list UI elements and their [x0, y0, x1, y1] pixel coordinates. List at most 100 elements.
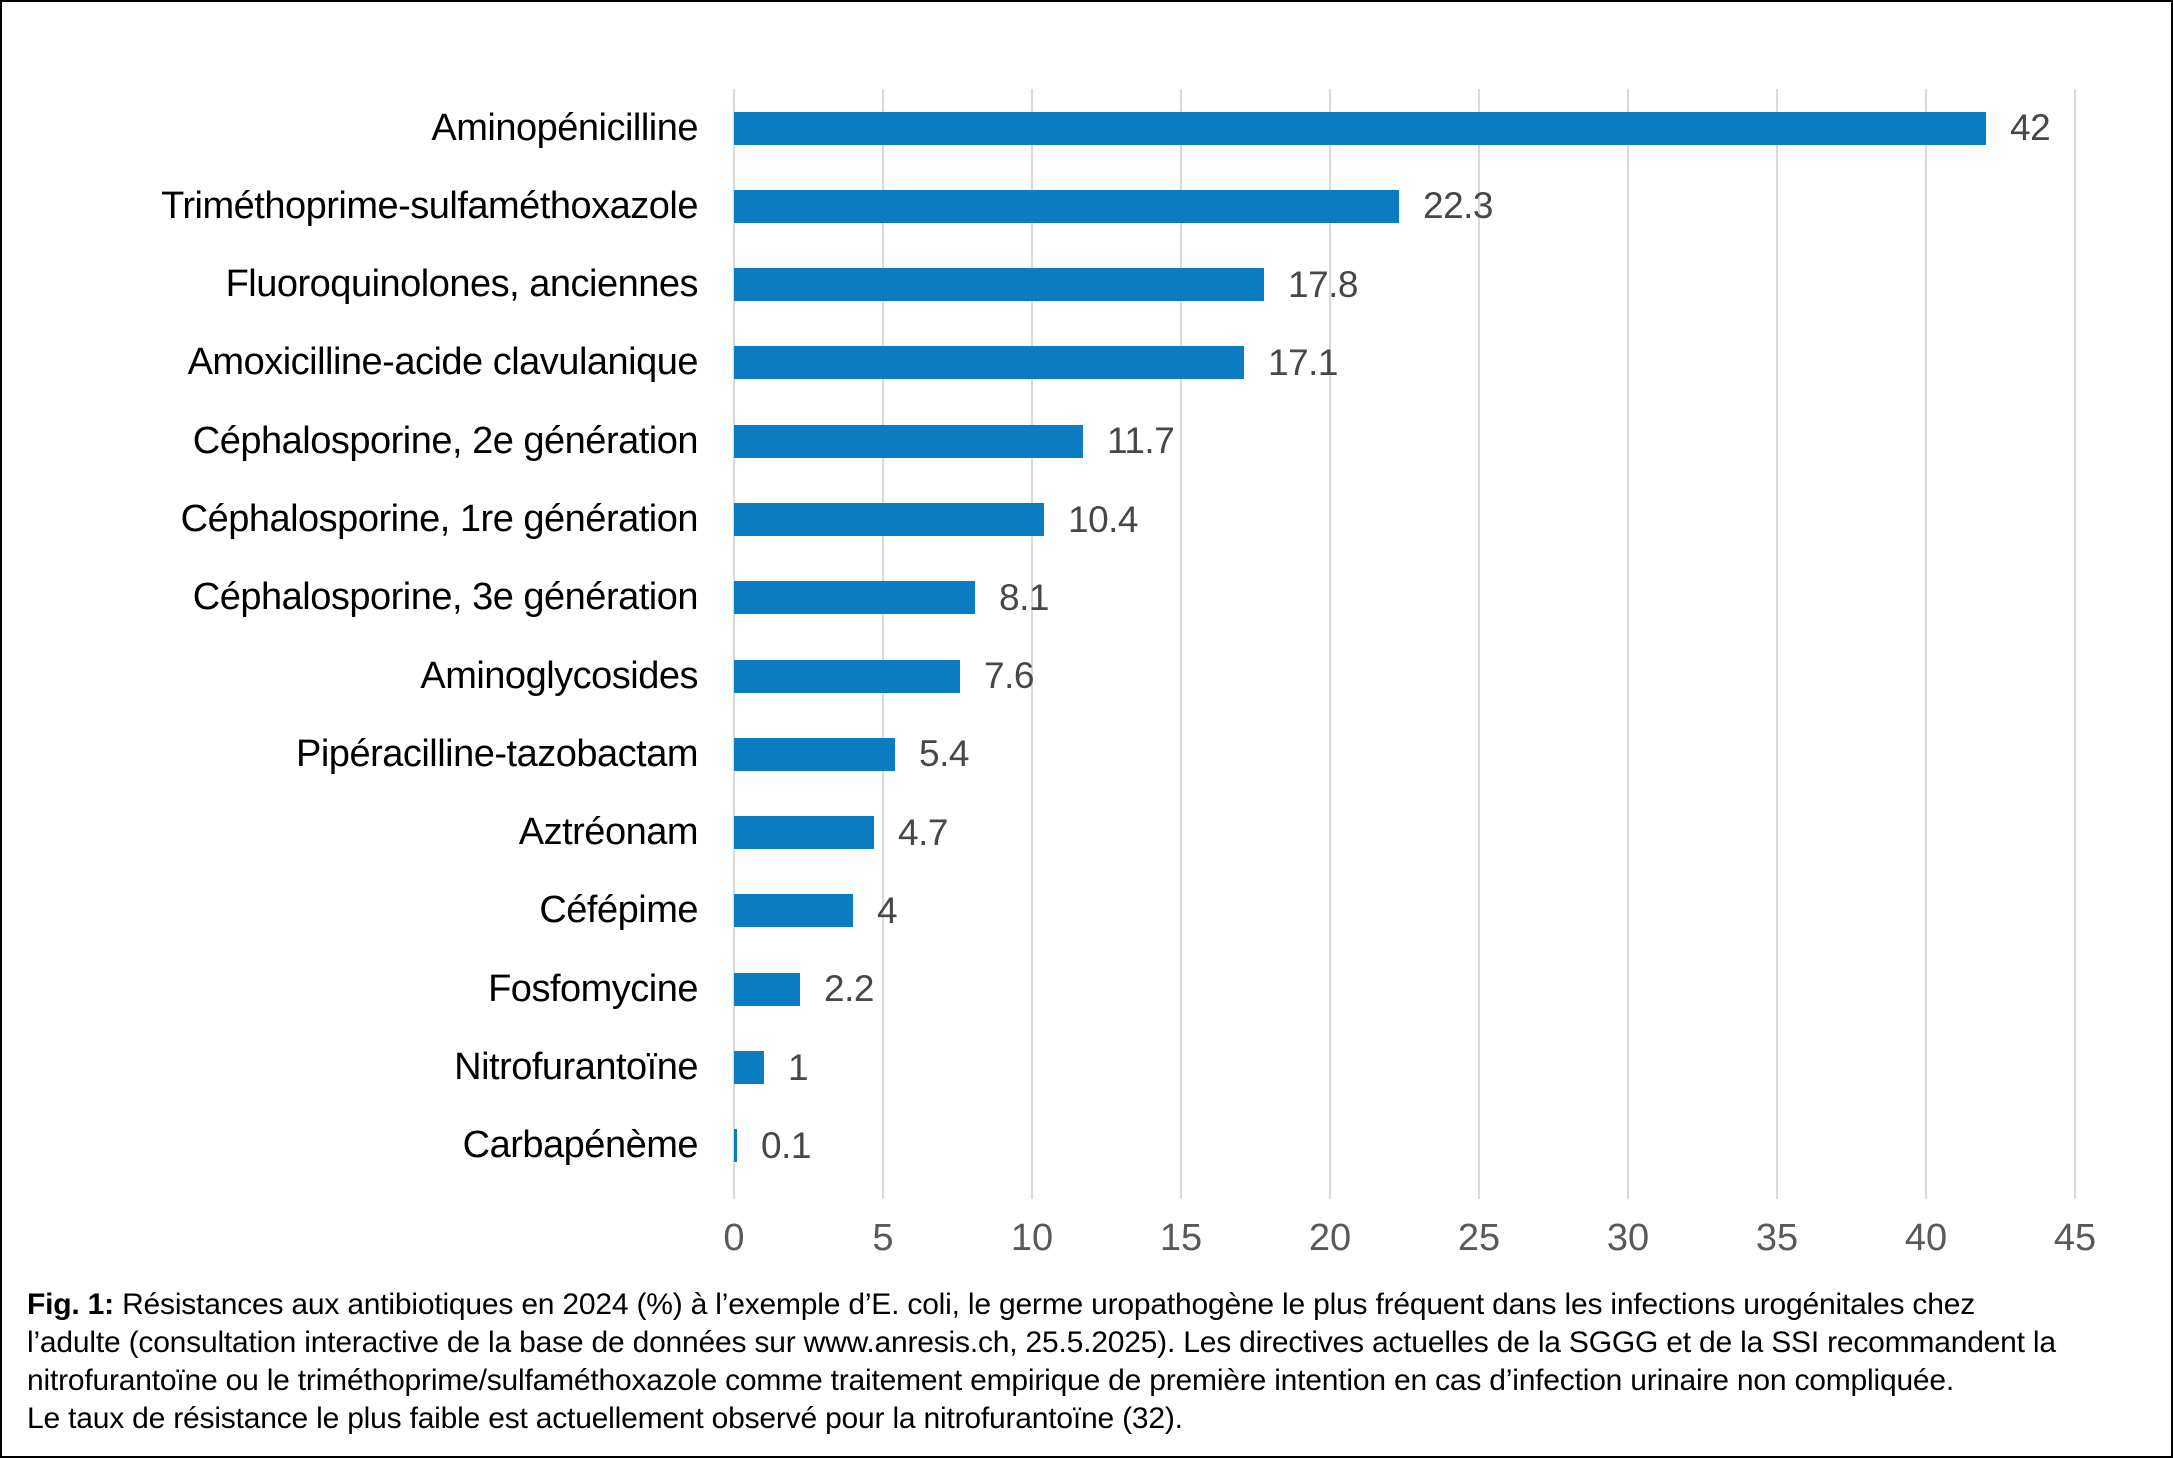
caption-text: Résistances aux antibiotiques en 2024 (%…	[122, 1288, 1976, 1321]
x-tick-label-45: 45	[2053, 1217, 2097, 1259]
figure-caption: Fig. 1: Résistances aux antibiotiques en…	[27, 1286, 2136, 1438]
bar-area: 2.2	[734, 950, 2171, 1028]
bar-area: 4	[734, 872, 2171, 950]
bar-8	[734, 737, 895, 771]
chart-row: Fosfomycine 2.2	[2, 950, 2171, 1028]
x-tick-label-0: 0	[723, 1217, 745, 1259]
chart-plot-area: Aminopénicilline 42 Triméthoprime-sulfamét…	[2, 89, 2171, 1185]
caption-line: nitrofurantoïne ou le triméthoprime/sulf…	[27, 1364, 1955, 1397]
gridline-x-45	[2074, 89, 2076, 1199]
chart-row: Aztréonam 4.7	[2, 794, 2171, 872]
gridline-x-10	[1031, 89, 1033, 1199]
category-label: Triméthoprime-sulfaméthoxazole	[161, 184, 698, 227]
bar-area: 7.6	[734, 637, 2171, 715]
gridline-x-15	[1180, 89, 1182, 1199]
value-label: 42	[2010, 107, 2051, 149]
caption-figure-label: Fig. 1:	[27, 1288, 114, 1321]
value-label: 5.4	[919, 733, 969, 775]
bar-area: 17.8	[734, 246, 2171, 324]
gridline-x-25	[1478, 89, 1480, 1199]
bar-9	[734, 816, 874, 850]
bar-13	[734, 1129, 737, 1163]
bar-12	[734, 1051, 764, 1085]
chart-gridlines	[733, 89, 2076, 1199]
value-label: 17.1	[1268, 341, 1339, 383]
gridline-x-5	[882, 89, 884, 1199]
category-label: Carbapénème	[462, 1124, 699, 1167]
category-label: Pipéracilline-tazobactam	[296, 732, 698, 775]
chart-row: Aminopénicilline 42	[2, 89, 2171, 167]
category-label: Céphalosporine, 3e génération	[192, 576, 699, 619]
x-tick-label-35: 35	[1755, 1217, 1799, 1259]
bar-area: 17.1	[734, 324, 2171, 402]
chart-row: Amoxicilline-acide clavulanique 17.1	[2, 324, 2171, 402]
gridline-x-20	[1329, 89, 1331, 1199]
value-label: 1	[788, 1046, 809, 1088]
bar-0	[734, 111, 1986, 145]
bar-area: 8.1	[734, 559, 2171, 637]
category-label: Céfépime	[539, 889, 698, 932]
value-label: 4.7	[898, 811, 948, 853]
caption-line: l’adulte (consultation interactive de la…	[27, 1326, 2056, 1359]
chart-row: Céfépime 4	[2, 872, 2171, 950]
chart-row: Triméthoprime-sulfaméthoxazole 22.3	[2, 167, 2171, 245]
bar-1	[734, 189, 1399, 223]
bar-area: 42	[734, 89, 2171, 167]
bar-7	[734, 659, 960, 693]
x-tick-label-5: 5	[872, 1217, 894, 1259]
chart-row: Fluoroquinolones, anciennes 17.8	[2, 246, 2171, 324]
x-axis-tick-labels: 0 5 10 15 20 25 30 35 40 45	[723, 1217, 2096, 1267]
bar-6	[734, 581, 975, 615]
x-tick-label-20: 20	[1308, 1217, 1352, 1259]
chart-row: Céphalosporine, 1re génération 10.4	[2, 480, 2171, 558]
gridline-x-0	[733, 89, 735, 1199]
bar-11	[734, 972, 800, 1006]
chart-row: Aminoglycosides 7.6	[2, 637, 2171, 715]
bar-5	[734, 503, 1044, 537]
category-label: Aztréonam	[518, 811, 699, 854]
category-label: Fosfomycine	[488, 967, 698, 1010]
category-label: Céphalosporine, 1re génération	[180, 498, 699, 541]
chart-row: Pipéracilline-tazobactam 5.4	[2, 715, 2171, 793]
chart-row: Céphalosporine, 2e génération 11.7	[2, 402, 2171, 480]
x-tick-label-25: 25	[1457, 1217, 1501, 1259]
bar-4	[734, 424, 1083, 458]
value-label: 10.4	[1068, 498, 1139, 540]
gridline-x-30	[1627, 89, 1629, 1199]
value-label: 4	[877, 889, 898, 931]
bar-area: 11.7	[734, 402, 2171, 480]
x-tick-label-15: 15	[1159, 1217, 1203, 1259]
category-label: Nitrofurantoïne	[454, 1046, 698, 1089]
category-label: Céphalosporine, 2e génération	[192, 419, 699, 462]
category-label: Fluoroquinolones, anciennes	[225, 263, 699, 306]
caption-line: Fig. 1: Résistances aux antibiotiques en…	[27, 1286, 2136, 1324]
bar-area: 0.1	[734, 1107, 2171, 1185]
bar-10	[734, 894, 853, 928]
value-label: 17.8	[1288, 263, 1359, 305]
value-label: 22.3	[1423, 185, 1494, 227]
category-label: Aminoglycosides	[420, 654, 698, 697]
gridline-x-35	[1776, 89, 1778, 1199]
value-label: 8.1	[999, 576, 1049, 618]
x-tick-label-10: 10	[1010, 1217, 1054, 1259]
value-label: 0.1	[761, 1124, 811, 1166]
bar-area: 10.4	[734, 480, 2171, 558]
chart-row: Nitrofurantoïne 1	[2, 1028, 2171, 1106]
caption-line: Le taux de résistance le plus faible est…	[27, 1402, 1183, 1435]
value-label: 11.7	[1107, 420, 1175, 462]
chart-row: Céphalosporine, 3e génération 8.1	[2, 559, 2171, 637]
x-tick-label-30: 30	[1606, 1217, 1650, 1259]
bar-3	[734, 346, 1244, 380]
value-label: 2.2	[824, 968, 874, 1010]
category-label: Aminopénicilline	[431, 106, 698, 149]
chart-row: Carbapénème 0.1	[2, 1107, 2171, 1185]
gridline-x-40	[1925, 89, 1927, 1199]
value-label: 7.6	[984, 655, 1034, 697]
bar-area: 1	[734, 1028, 2171, 1106]
bar-area: 22.3	[734, 167, 2171, 245]
bar-area: 4.7	[734, 794, 2171, 872]
x-tick-label-40: 40	[1904, 1217, 1948, 1259]
category-label: Amoxicilline-acide clavulanique	[187, 341, 699, 384]
bar-2	[734, 268, 1264, 302]
